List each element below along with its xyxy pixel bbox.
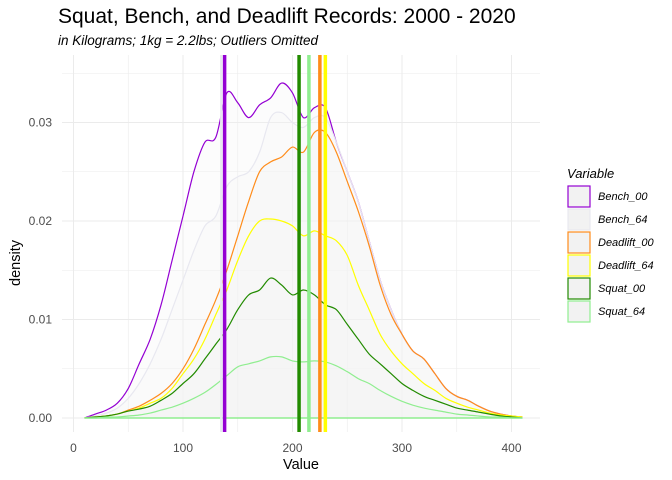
density-area-bench-64 [84,112,523,419]
y-tick-label: 0.01 [29,313,53,327]
chart-title: Squat, Bench, and Deadlift Records: 2000… [58,5,516,28]
density-line-squat-00 [84,277,523,419]
legend-key [567,277,591,300]
legend: Variable Bench_00 Bench_64 Deadlift_00 Dead… [567,166,655,323]
legend-key [567,185,591,208]
density-line-deadlift-00 [84,129,523,419]
legend-label: Bench_00 [598,191,648,203]
legend-label: Deadlift_00 [598,237,655,249]
y-tick-label: 0.02 [29,214,53,228]
density-line-squat-64 [84,355,523,419]
x-tick-label: 200 [282,441,302,455]
legend-item-bench-00: Bench_00 [567,185,648,208]
legend-item-bench-64: Bench_64 [567,208,648,231]
legend-label: Squat_00 [598,283,646,295]
x-tick-label: 300 [392,441,412,455]
legend-label: Bench_64 [598,214,648,226]
density-area-bench-00 [84,83,523,419]
legend-key [567,208,591,231]
legend-item-deadlift-00: Deadlift_00 [567,231,655,254]
x-tick-label: 100 [173,441,193,455]
y-tick-label: 0.03 [29,116,53,130]
mean-lines [220,55,328,432]
density-area-squat-00 [84,278,523,418]
density-area-deadlift-00 [84,129,523,419]
density-area-deadlift-64 [84,218,523,418]
legend-key [567,300,591,323]
y-tick-label: 0.00 [29,411,53,425]
legend-title: Variable [567,166,614,181]
x-tick-label: 400 [501,441,521,455]
legend-label: Deadlift_64 [598,260,654,272]
density-line-deadlift-64 [84,218,523,419]
y-axis-title: density [8,239,24,286]
legend-label: Squat_64 [598,306,645,318]
density-curves [84,82,523,419]
chart-subtitle: in Kilograms; 1kg = 2.2lbs; Outliers Omi… [58,33,318,48]
legend-item-squat-64: Squat_64 [567,300,645,323]
axis-ticks: 0 100 200 300 400 0.00 0.01 0.02 0.03 [29,116,522,456]
legend-key [567,254,591,277]
x-axis-title: Value [283,457,319,473]
x-tick-label: 0 [70,441,77,455]
legend-item-squat-00: Squat_00 [567,277,646,300]
legend-key [567,231,591,254]
legend-item-deadlift-64: Deadlift_64 [567,254,654,277]
density-area-squat-64 [84,356,523,419]
